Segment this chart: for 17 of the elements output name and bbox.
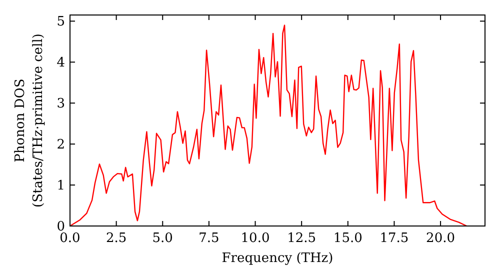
x-tick-label: 17.5 (380, 231, 409, 246)
y-tick-label: 4 (56, 56, 65, 71)
x-tick-label: 0.0 (60, 231, 80, 246)
x-tick-label: 2.5 (106, 231, 127, 246)
x-tick-label: 15.0 (333, 231, 362, 246)
y-tick-label: 1 (56, 178, 65, 194)
y-tick-label: 5 (56, 14, 65, 30)
x-tick-label: 10.0 (240, 231, 270, 246)
line-series (69, 24, 468, 227)
x-tick-label: 5.0 (152, 231, 173, 246)
y-tick-label: 2 (56, 138, 65, 153)
y-tick-label: 3 (56, 96, 65, 112)
y-axis-title: Phonon DOS (States/THz·primitive cell) (13, 33, 46, 208)
x-tick-label: 20.0 (426, 231, 456, 246)
x-tick-label: 7.5 (198, 231, 220, 246)
x-tick-label: 12.5 (287, 231, 316, 246)
x-axis-title: Frequency (THz) (222, 251, 334, 266)
